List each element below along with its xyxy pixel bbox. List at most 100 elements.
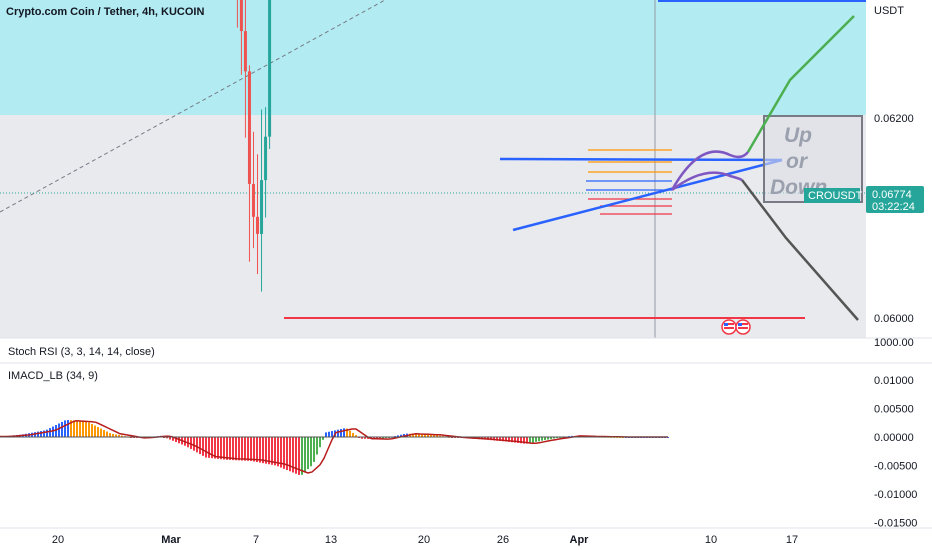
macd-bar bbox=[523, 437, 525, 444]
price-tick-label: 0.06200 bbox=[874, 113, 914, 125]
macd-bar bbox=[259, 437, 261, 463]
projection-curve-down[interactable] bbox=[671, 171, 743, 191]
us-flag-icon-2[interactable] bbox=[735, 319, 751, 335]
macd-bar bbox=[262, 437, 264, 464]
chart-title: Crypto.com Coin / Tether, 4h, KUCOIN bbox=[6, 6, 204, 18]
macd-bar bbox=[499, 437, 501, 442]
macd-bar bbox=[244, 437, 246, 461]
macd-bar bbox=[271, 437, 273, 465]
macd-bar bbox=[235, 437, 237, 461]
macd-bar bbox=[382, 437, 384, 439]
macd-tick-label: 0.00000 bbox=[874, 432, 914, 444]
triangle-lower-line[interactable] bbox=[512, 158, 783, 232]
macd-bar bbox=[430, 434, 432, 437]
macd-bar bbox=[397, 435, 399, 437]
time-axis[interactable]: 20 Mar 7 13 20 26 Apr 10 17 bbox=[52, 534, 798, 546]
macd-bar bbox=[424, 434, 426, 437]
macd-bar bbox=[400, 434, 402, 437]
macd-bar bbox=[439, 435, 441, 437]
macd-tick-label: -0.01500 bbox=[874, 518, 917, 530]
macd-bar bbox=[136, 437, 138, 439]
triangle-upper-line[interactable] bbox=[499, 157, 783, 162]
macd-bar bbox=[88, 422, 90, 437]
macd-bar bbox=[541, 437, 543, 441]
drawn-levels bbox=[284, 149, 805, 319]
macd-bar bbox=[85, 421, 87, 437]
macd-bar bbox=[229, 437, 231, 460]
price-axis-ticks: 0.078000.076000.074000.072000.070000.068… bbox=[874, 113, 914, 325]
macd-bar bbox=[175, 437, 177, 443]
bear-projection-path[interactable] bbox=[741, 179, 859, 321]
bull-projection-path[interactable] bbox=[746, 15, 855, 153]
macd-bar bbox=[223, 437, 225, 460]
macd-bar bbox=[298, 437, 300, 475]
macd-bar bbox=[337, 429, 339, 437]
macd-bar bbox=[196, 437, 198, 453]
macd-bar bbox=[109, 433, 111, 437]
macd-bar bbox=[421, 434, 423, 437]
stoch-rsi-value: 1000.00 bbox=[874, 337, 914, 349]
macd-bar bbox=[289, 437, 291, 472]
macd-bar bbox=[535, 437, 537, 442]
macd-bar bbox=[76, 420, 78, 437]
macd-bar bbox=[82, 420, 84, 437]
price-axis[interactable] bbox=[866, 0, 932, 550]
macd-histogram bbox=[0, 420, 669, 475]
macd-bar bbox=[115, 434, 117, 437]
macd-bar bbox=[412, 433, 414, 437]
macd-bar bbox=[310, 437, 312, 467]
macd-bar bbox=[433, 435, 435, 437]
price-tick-label: 0.06000 bbox=[874, 313, 914, 325]
candle-body bbox=[243, 31, 247, 72]
macd-bar bbox=[301, 437, 303, 475]
macd-bar bbox=[502, 437, 504, 442]
macd-bar bbox=[79, 420, 81, 437]
time-tick-label: Mar bbox=[161, 534, 181, 546]
macd-tick-label: 0.01000 bbox=[874, 375, 914, 387]
macd-bar bbox=[547, 437, 549, 440]
macd-signal-line bbox=[0, 420, 668, 474]
us-flag-icon[interactable] bbox=[721, 319, 737, 335]
macd-bar bbox=[43, 430, 45, 437]
macd-bar bbox=[550, 437, 552, 440]
symbol-tag-text: CROUSDT bbox=[808, 190, 863, 202]
time-tick-label: 17 bbox=[786, 534, 798, 546]
dashed-trendline[interactable] bbox=[0, 0, 386, 213]
macd-bar bbox=[250, 437, 252, 461]
candle-body bbox=[260, 180, 264, 234]
macd-bar bbox=[316, 437, 318, 455]
macd-bar bbox=[538, 437, 540, 442]
macd-label: IMACD_LB (34, 9) bbox=[8, 370, 98, 382]
macd-bar bbox=[307, 437, 309, 470]
annotation-up: Up bbox=[784, 124, 812, 147]
macd-bar bbox=[166, 437, 168, 439]
macd-bar bbox=[280, 437, 282, 468]
last-price-tag bbox=[866, 186, 924, 213]
time-tick-label: 20 bbox=[52, 534, 64, 546]
candle-body bbox=[239, 0, 243, 32]
macd-bar bbox=[361, 437, 363, 439]
macd-bar bbox=[532, 437, 534, 443]
macd-bar bbox=[256, 437, 258, 463]
macd-bar bbox=[37, 431, 39, 437]
macd-bar bbox=[364, 437, 366, 439]
macd-bar bbox=[379, 437, 381, 440]
macd-bar bbox=[295, 437, 297, 474]
macd-bar bbox=[325, 432, 327, 437]
time-tick-label: 10 bbox=[705, 534, 717, 546]
macd-bar bbox=[73, 420, 75, 437]
macd-bar bbox=[226, 437, 228, 460]
macd-bar bbox=[514, 437, 516, 443]
macd-bar bbox=[217, 437, 219, 459]
macd-bar bbox=[304, 437, 306, 472]
macd-tick-label: -0.00500 bbox=[874, 461, 917, 473]
macd-bar bbox=[355, 435, 357, 437]
macd-bar bbox=[556, 437, 558, 439]
macd-bar bbox=[169, 437, 171, 440]
projection-curve-up[interactable] bbox=[670, 150, 749, 191]
macd-bar bbox=[232, 437, 234, 461]
macd-bar bbox=[517, 437, 519, 443]
macd-bar bbox=[508, 437, 510, 442]
macd-bar bbox=[349, 430, 351, 437]
